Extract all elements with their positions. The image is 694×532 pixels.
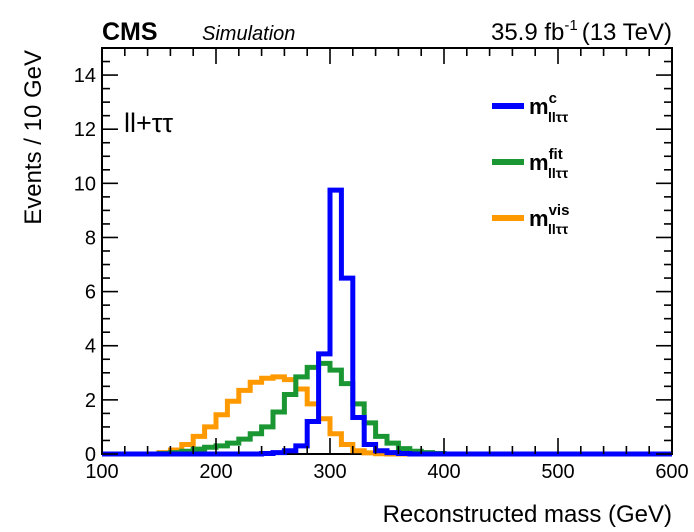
y-axis-title: Events / 10 GeV xyxy=(20,50,47,225)
luminosity-exponent: -1 xyxy=(564,17,577,34)
x-tick-label: 300 xyxy=(313,461,346,483)
legend-c-sub: llττ xyxy=(548,109,569,125)
cms-label: CMS xyxy=(102,18,158,46)
y-tick-label: 6 xyxy=(85,282,96,304)
legend-vis-sub: llττ xyxy=(548,221,569,237)
x-tick-label: 200 xyxy=(199,461,232,483)
y-tick-label: 0 xyxy=(85,444,96,466)
x-tick-label: 500 xyxy=(541,461,574,483)
legend-c-base: m xyxy=(529,94,549,119)
ticks-layer: 100 200 300 400 500 600 0 2 4 6 8 10 12 14 xyxy=(74,47,689,483)
y-tick-label: 12 xyxy=(74,119,96,141)
channel-label: ll+ττ xyxy=(124,108,173,138)
legend: mc llττ mfit llττ mvis llττ xyxy=(492,90,569,237)
legend-fit-base: m xyxy=(529,150,549,175)
luminosity-label: 35.9 fb-1 (13 TeV) xyxy=(491,17,672,46)
simulation-label: Simulation xyxy=(202,23,295,45)
legend-label-fit: mfit llττ xyxy=(529,146,569,181)
x-tick-label: 600 xyxy=(655,461,688,483)
energy-label: (13 TeV) xyxy=(582,19,672,46)
legend-label-vis: mvis llττ xyxy=(529,202,569,237)
legend-fit-sub: llττ xyxy=(548,165,569,181)
series-c xyxy=(102,187,672,457)
y-tick-label: 4 xyxy=(85,336,96,358)
luminosity-value: 35.9 fb xyxy=(491,19,564,46)
x-axis-title: Reconstructed mass (GeV) xyxy=(383,501,672,528)
legend-label-c: mc llττ xyxy=(529,90,569,125)
legend-c-sup: c xyxy=(549,90,557,107)
y-tick-label: 8 xyxy=(85,227,96,249)
legend-vis-sup: vis xyxy=(549,202,570,219)
series-layer xyxy=(102,187,672,457)
y-tick-label: 10 xyxy=(74,173,96,195)
y-tick-label: 14 xyxy=(74,65,96,87)
legend-vis-base: m xyxy=(529,206,549,231)
x-tick-label: 100 xyxy=(85,461,118,483)
legend-fit-sup: fit xyxy=(549,146,563,163)
y-tick-label: 2 xyxy=(85,390,96,412)
x-tick-label: 400 xyxy=(427,461,460,483)
